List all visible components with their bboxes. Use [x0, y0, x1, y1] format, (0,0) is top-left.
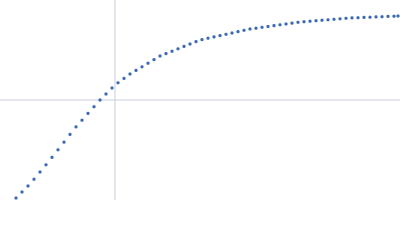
data-point	[380, 15, 384, 19]
data-point	[92, 105, 96, 109]
data-point	[38, 170, 42, 174]
data-point	[140, 65, 144, 69]
data-point	[350, 16, 354, 20]
data-point	[200, 38, 204, 42]
data-point	[104, 92, 108, 96]
data-point	[254, 26, 258, 30]
page: (() => { const data = JSON.parse(documen…	[0, 0, 400, 200]
data-point	[68, 132, 72, 136]
data-point	[224, 32, 228, 36]
data-point	[98, 98, 102, 102]
chart	[0, 0, 400, 200]
data-point	[272, 24, 276, 28]
data-point	[128, 72, 132, 76]
data-point	[332, 17, 336, 21]
data-point	[146, 61, 150, 65]
data-point	[284, 22, 288, 26]
data-point	[338, 17, 342, 21]
data-point	[20, 190, 24, 194]
data-point	[248, 27, 252, 31]
data-point	[134, 68, 138, 72]
data-point	[392, 14, 396, 18]
data-point	[56, 148, 60, 152]
data-point	[164, 52, 168, 56]
data-point	[152, 58, 156, 62]
data-point	[26, 184, 30, 188]
data-point	[230, 31, 234, 35]
data-point	[74, 125, 78, 129]
data-point	[212, 35, 216, 39]
data-point	[188, 42, 192, 46]
data-point	[260, 25, 264, 29]
data-point	[266, 24, 270, 29]
data-point	[308, 19, 312, 23]
data-point	[194, 40, 198, 44]
data-point	[302, 20, 306, 24]
data-point	[278, 23, 282, 27]
data-point	[80, 118, 84, 122]
data-point	[368, 15, 372, 19]
data-point	[290, 21, 294, 25]
data-point	[122, 76, 126, 80]
data-point	[62, 140, 66, 144]
data-point	[116, 81, 120, 85]
data-point	[14, 196, 18, 200]
data-point	[158, 54, 162, 58]
data-point	[396, 14, 400, 18]
data-point	[206, 36, 210, 40]
data-point	[110, 86, 114, 90]
data-point	[170, 49, 174, 53]
data-point	[32, 177, 36, 181]
data-point	[296, 20, 300, 24]
data-point	[320, 18, 324, 22]
data-point	[314, 19, 318, 23]
data-point	[362, 15, 366, 19]
data-point	[176, 47, 180, 51]
data-point	[386, 14, 390, 18]
data-point	[356, 16, 360, 20]
data-point	[374, 15, 378, 19]
data-point	[344, 16, 348, 20]
data-point	[44, 163, 48, 167]
data-point	[86, 111, 90, 115]
data-point	[326, 18, 330, 22]
data-point	[242, 28, 246, 32]
data-point	[218, 34, 222, 38]
data-point	[50, 155, 54, 159]
data-point	[236, 30, 240, 34]
data-point	[182, 44, 186, 49]
